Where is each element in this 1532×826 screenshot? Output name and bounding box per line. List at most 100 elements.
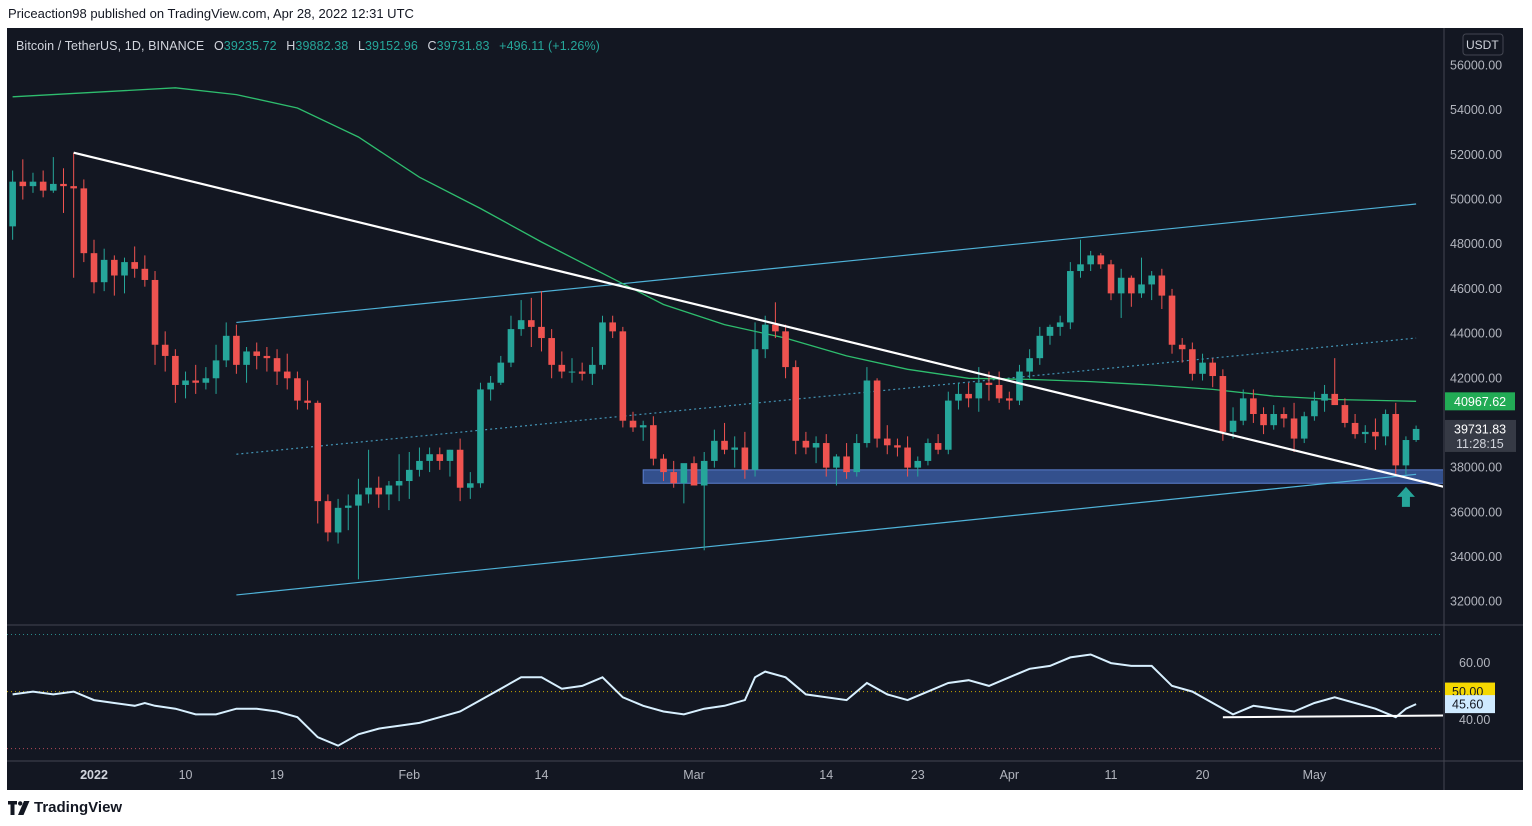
candle-body [1209,362,1216,377]
tradingview-logo-icon [8,800,30,815]
candle-body [965,393,972,399]
candle [1331,358,1339,406]
candle [538,291,545,352]
ma-price-badge: 40967.62 [1454,395,1506,409]
candle-body [558,364,566,372]
candle-body [1372,431,1379,437]
candle [29,172,37,193]
candle [344,494,352,531]
candle [741,431,749,479]
candle-body [60,183,67,187]
candle [568,358,576,383]
chart-frame[interactable]: 56000.00 54000.00 52000.00 50000.00 48000.00… [7,28,1523,790]
candle [1402,436,1410,475]
price-pane [9,87,1443,596]
candle [1239,389,1247,426]
candle [1290,402,1298,452]
candle [100,248,108,292]
legend-low-label: L [357,39,365,53]
candle-body [487,382,494,390]
legend-symbol[interactable]: Bitcoin / TetherUS, 1D, BINANCE [16,39,205,53]
candle [589,346,596,385]
legend-close-label: C [427,39,437,53]
candle [324,494,332,542]
candle [761,315,769,359]
candle [1382,409,1389,446]
tradingview-brand-label: TradingView [34,799,123,816]
candle [416,447,423,477]
candle [192,364,199,394]
candle-body [1138,284,1145,294]
candle-body [9,181,16,227]
legend-high-label: H [286,39,296,53]
candle [1392,402,1400,475]
candle-body [955,393,962,401]
currency-badge: USDT [1466,38,1499,52]
candle [466,472,474,499]
candle [1361,425,1369,444]
candle-body [1087,255,1094,265]
tradingview-brand[interactable]: TradingView [8,799,122,816]
candle-body [212,360,220,379]
candle-body [385,485,393,495]
time-axis-tick: 23 [911,768,925,782]
candle-body [497,362,505,383]
candle [1026,349,1033,379]
candle-body [863,380,871,444]
candle-body [609,322,616,332]
published-caption: Priceaction98 published on TradingView.c… [8,6,414,21]
candle-body [161,344,169,356]
candle [161,331,169,372]
candle-body [1077,264,1084,272]
candle-body [222,335,230,361]
candle-body [721,440,728,450]
candle-body [1300,416,1308,439]
candle-body [528,320,535,327]
candle [1036,326,1044,365]
price-axis-tick: 48000.00 [1450,237,1502,251]
candle-body [517,320,525,330]
candle-body [1392,414,1400,466]
candle-body [39,181,47,191]
legend-high-value: 39882.38 [295,39,349,53]
rsi-axis-tick: 40.00 [1459,713,1490,727]
candle-body [1056,322,1064,327]
candle [90,239,98,294]
candle-body [802,440,810,448]
candle-body [1382,414,1389,437]
candle [822,434,830,477]
candle [1209,358,1216,388]
candle-body [975,382,983,399]
candle-body [578,371,586,374]
time-axis-tick: May [1303,768,1327,782]
candle-body [731,447,739,450]
candle-body [761,324,769,350]
candle-body [90,253,98,283]
candle [629,411,637,432]
candle [456,438,464,502]
candle [334,498,342,544]
chart-canvas[interactable]: 56000.00 54000.00 52000.00 50000.00 48000.00… [7,28,1523,790]
candle [283,353,291,390]
candle-body [751,349,759,470]
candle-body [680,463,688,484]
candle-body [50,183,57,191]
candle [863,367,871,448]
candle-body [985,382,993,385]
candle-body [314,402,322,502]
candle [497,355,505,385]
candle-body [477,389,484,484]
candle-body [741,447,749,470]
candle-body [456,449,464,488]
candle-body [233,335,240,365]
candle-body [629,420,637,428]
candle [873,378,881,448]
candle-body [1189,349,1196,374]
candle [700,451,708,551]
candle-body [202,378,210,383]
price-axis-tick: 38000.00 [1450,461,1502,475]
candle-body [700,460,708,486]
candle-body [924,443,932,461]
candle [1189,342,1196,381]
candle-body [283,371,291,379]
